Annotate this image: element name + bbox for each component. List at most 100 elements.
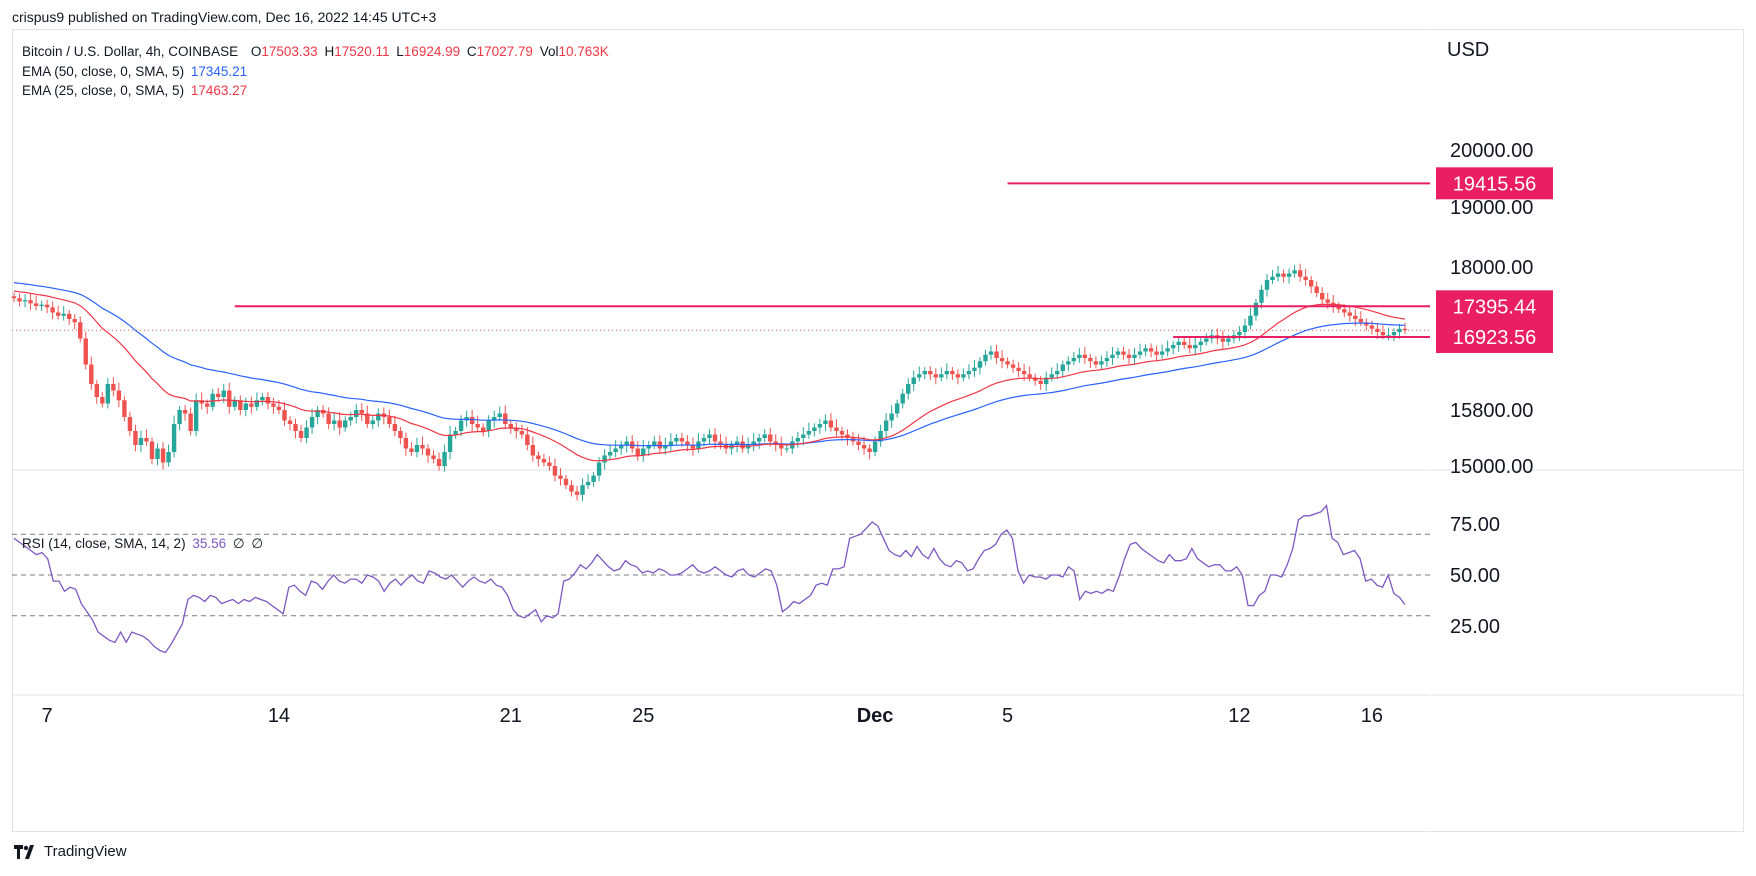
candle-body	[359, 410, 364, 414]
candle-body	[1060, 364, 1065, 371]
candle-body	[78, 322, 83, 339]
candle-body	[1126, 354, 1132, 358]
candle-body	[61, 313, 66, 316]
candle-body	[1242, 325, 1248, 332]
candle-body	[806, 431, 812, 435]
candle-body	[1264, 280, 1270, 290]
candle-body	[872, 441, 878, 452]
close-value: 17027.79	[476, 44, 533, 59]
candle-body	[1182, 341, 1187, 345]
attribution-text: crispus9 published on TradingView.com, D…	[12, 9, 437, 25]
candle-body	[1286, 273, 1292, 277]
candle-body	[1308, 280, 1314, 287]
candle-body	[1082, 354, 1088, 358]
candle-body	[823, 420, 828, 424]
candle-body	[89, 364, 94, 384]
candle-body	[624, 441, 629, 445]
candle-body	[177, 410, 182, 424]
candle-body	[1391, 332, 1397, 336]
candle-body	[1044, 377, 1049, 384]
candle-body	[861, 445, 867, 449]
candle-body	[276, 406, 282, 410]
candle-body	[685, 441, 690, 445]
candle-body	[928, 371, 933, 375]
candle-body	[845, 434, 850, 438]
candle-body	[1104, 358, 1110, 362]
low-label: L	[396, 44, 404, 59]
candle-body	[596, 462, 602, 476]
price-tick-label: 18000.00	[1450, 257, 1533, 279]
candle-body	[254, 400, 260, 407]
candle-body	[265, 397, 271, 404]
ema25-value: 17463.27	[190, 83, 248, 98]
candle-body	[1132, 354, 1137, 358]
candle-body	[1248, 315, 1253, 326]
candle-body	[497, 413, 502, 417]
candle-body	[690, 445, 696, 449]
candle-body	[734, 441, 740, 445]
candle-body	[216, 393, 221, 397]
candle-body	[751, 441, 756, 445]
symbol-label: Bitcoin / U.S. Dollar, 4h, COINBASE	[22, 44, 239, 59]
level-label-bg	[1436, 320, 1553, 353]
candle-body	[541, 459, 547, 463]
candle-body	[585, 482, 591, 486]
candle-body	[309, 417, 315, 428]
price-tick-label: 20000.00	[1450, 140, 1533, 162]
candle-body	[883, 420, 889, 431]
candle-body	[127, 417, 133, 431]
ema50-line	[13, 282, 1406, 447]
candle-body	[55, 312, 61, 316]
candle-body	[1110, 354, 1115, 358]
candle-body	[1016, 367, 1021, 371]
ema25-line	[13, 290, 1406, 462]
candle-body	[232, 400, 237, 407]
vol-value: 10.763K	[558, 44, 609, 59]
candle-body	[591, 475, 596, 482]
candle-body	[326, 413, 331, 424]
candle-body	[867, 448, 872, 452]
candle-body	[1055, 371, 1060, 375]
candle-body	[166, 452, 171, 463]
candle-body	[1275, 273, 1281, 277]
candle-body	[28, 300, 33, 304]
candle-body	[50, 307, 55, 313]
ema50-value: 17345.21	[190, 64, 248, 79]
candle-body	[100, 397, 105, 404]
time-tick-label: 25	[632, 705, 654, 727]
candle-body	[917, 374, 922, 378]
candle-body	[1137, 351, 1143, 355]
candle-body	[122, 400, 127, 417]
candle-body	[530, 445, 536, 456]
ema-layer	[13, 282, 1406, 462]
time-tick-label: Dec	[857, 705, 894, 727]
candle-body	[1259, 289, 1264, 303]
candle-body	[607, 452, 613, 456]
candle-body	[641, 448, 646, 456]
ema50-label: EMA (50, close, 0, SMA, 5)	[22, 64, 185, 79]
candle-body	[1342, 309, 1347, 313]
candle-body	[1198, 341, 1203, 345]
candle-body	[436, 459, 442, 466]
candle-body	[193, 400, 199, 431]
candle-body	[315, 410, 320, 417]
rsi-tick-label: 75.00	[1450, 514, 1500, 536]
candle-body	[911, 377, 916, 384]
candle-body	[663, 445, 668, 449]
candle-body	[950, 371, 955, 375]
candle-body	[1154, 351, 1159, 355]
candle-body	[1204, 338, 1209, 342]
candle-body	[1375, 328, 1380, 332]
candle-body	[282, 410, 287, 421]
candle-body	[999, 358, 1005, 362]
candle-body	[1397, 328, 1402, 332]
candle-body	[1220, 338, 1226, 342]
candle-body	[939, 374, 944, 378]
open-label: O	[250, 44, 262, 59]
price-tick-label: 15000.00	[1450, 456, 1533, 478]
candle-body	[227, 390, 232, 407]
candle-body	[83, 338, 88, 365]
candle-body	[337, 420, 342, 428]
candle-body	[271, 403, 276, 407]
time-tick-label: 14	[268, 705, 290, 727]
